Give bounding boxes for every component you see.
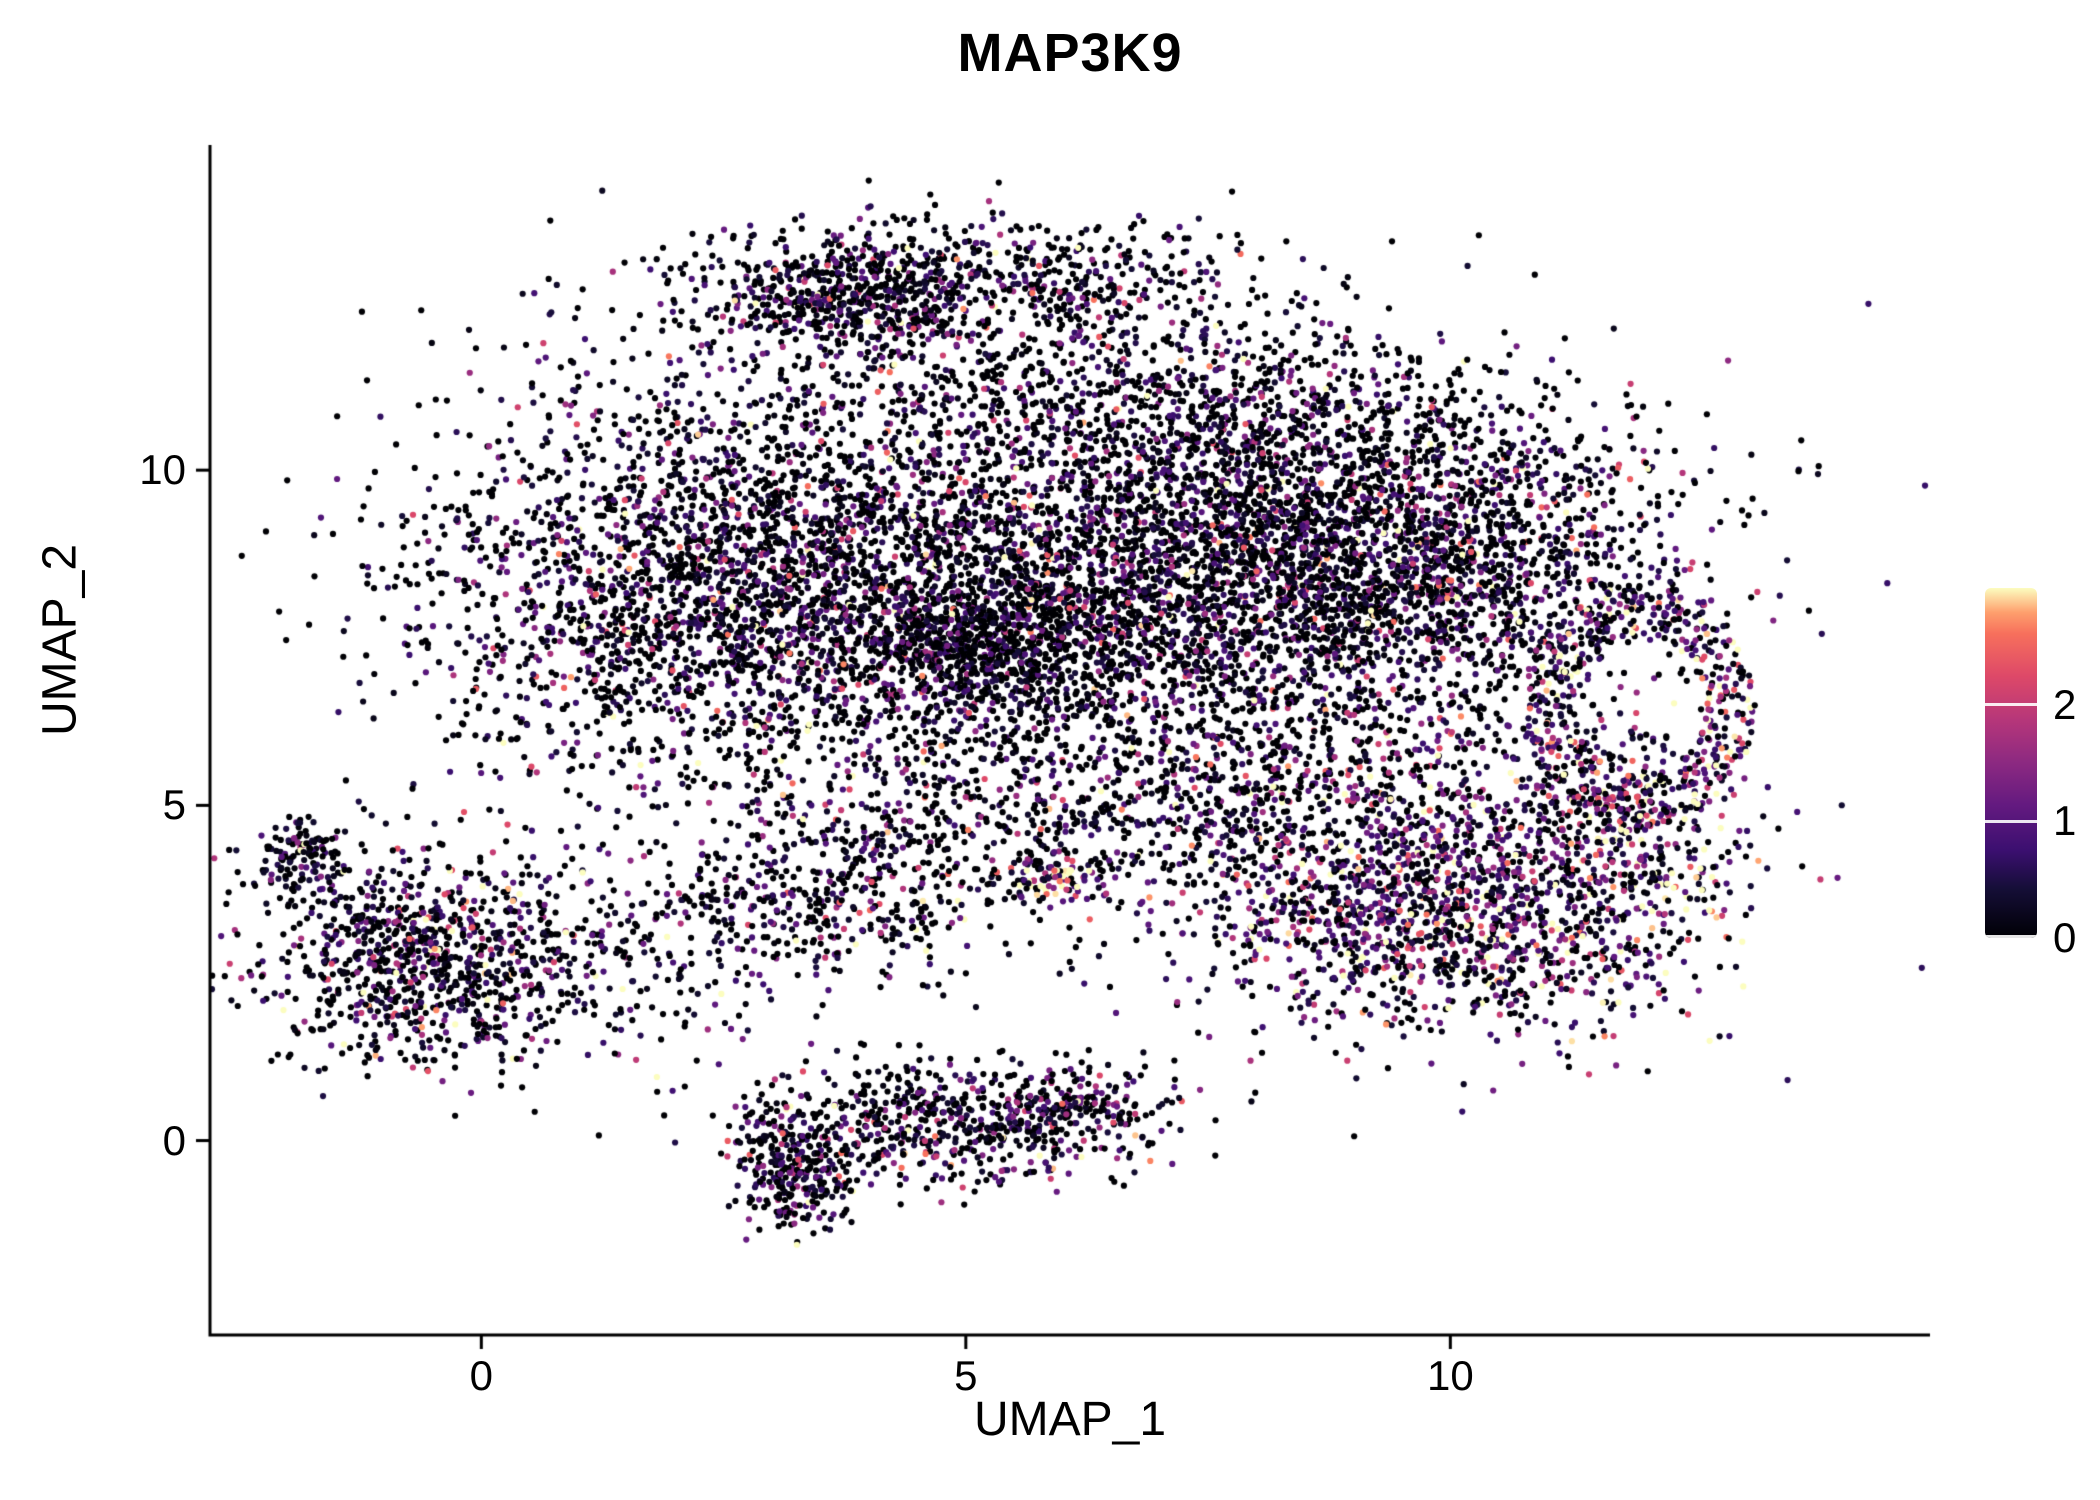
x-tick-label: 5 [954,1352,978,1399]
legend-tick-label: 1 [2053,797,2077,845]
x-axis-label: UMAP_1 [973,1393,1167,1446]
y-axis-label: UMAP_2 [33,543,87,737]
plot-title: MAP3K9 [957,23,1183,83]
y-tick-label: 5 [162,781,186,829]
y-tick-label: 0 [162,1116,186,1164]
y-tick-label: 10 [139,446,186,494]
colorbar-tick-mark [1985,703,2037,707]
colorbar-tick-mark [1985,819,2037,823]
colorbar-tick-mark [1985,935,2037,938]
x-tick-label: 0 [469,1352,493,1399]
x-tick-label: 10 [1426,1352,1474,1399]
colorbar-gradient [1985,588,2037,938]
legend-tick-label: 2 [2053,680,2077,728]
legend-tick-label: 0 [2053,914,2077,961]
